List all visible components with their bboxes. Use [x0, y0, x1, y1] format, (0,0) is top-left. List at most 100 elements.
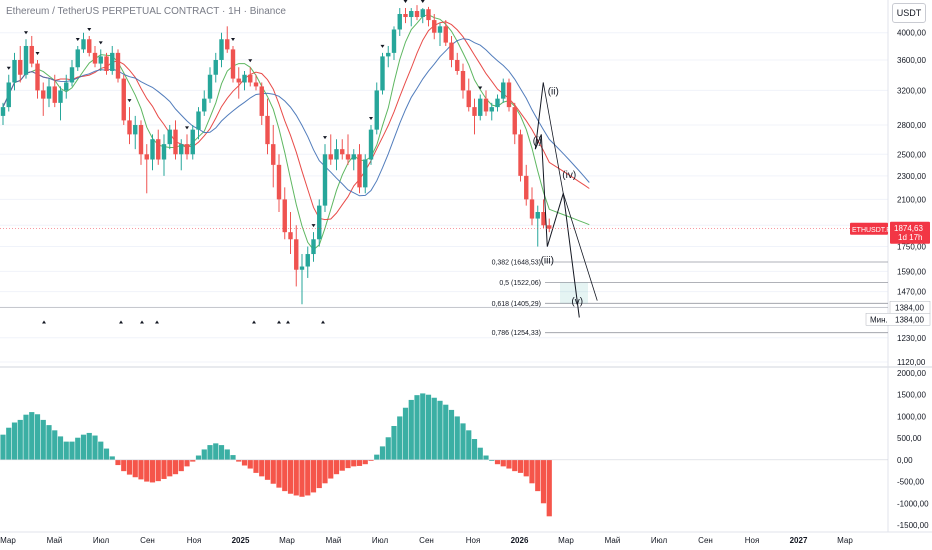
- candle-body: [460, 70, 466, 91]
- candle: [133, 115, 138, 150]
- candle: [299, 254, 305, 305]
- osc-bar: [379, 446, 386, 460]
- candle: [380, 52, 385, 95]
- candle-body: [64, 82, 69, 91]
- candle: [219, 32, 224, 68]
- candle: [271, 124, 276, 188]
- candle-body: [311, 239, 316, 255]
- pivot-low-marker: [42, 320, 46, 324]
- candle: [363, 154, 368, 194]
- osc-bar: [86, 432, 92, 460]
- osc-bar: [259, 459, 265, 477]
- time-tick-label: Май: [326, 536, 342, 545]
- candle: [294, 225, 299, 287]
- osc-bar: [69, 441, 75, 460]
- candle-body: [437, 26, 443, 33]
- wave-label-v: (v): [571, 296, 583, 307]
- oscillator-scale[interactable]: 2000,00 1500,00 1000,00 500,00 0,00 -500,00 -1…: [897, 369, 929, 530]
- fibonacci-levels[interactable]: 0,382 (1648,53) 0,5 (1522,06) 0,618 (1405,…: [0, 260, 888, 338]
- time-tick-label: Мар: [837, 536, 853, 545]
- candle: [127, 107, 132, 145]
- price-tick-label: 1590,00: [897, 267, 926, 276]
- osc-bar: [218, 445, 225, 460]
- price-tick-label: 2100,00: [897, 195, 926, 204]
- candle: [466, 78, 471, 112]
- candle: [409, 8, 414, 27]
- mid-ma-line: [2, 21, 590, 221]
- candle: [184, 134, 190, 160]
- fib-label: 0,618 (1405,29): [492, 301, 541, 308]
- candle-body: [242, 74, 247, 83]
- candle-body: [207, 74, 213, 99]
- osc-bar: [29, 412, 35, 460]
- time-tick-label: 2025: [232, 536, 250, 545]
- candle-body: [75, 49, 80, 68]
- candle-body: [23, 45, 29, 75]
- osc-bar: [132, 459, 138, 478]
- candle-body: [466, 90, 471, 108]
- candle-body: [455, 59, 460, 71]
- osc-bar: [443, 404, 449, 460]
- candle-body: [69, 67, 75, 83]
- candle-body: [133, 124, 138, 135]
- candle: [518, 129, 523, 182]
- candle-body: [506, 82, 512, 108]
- osc-bar: [408, 399, 414, 460]
- candle-body: [391, 29, 397, 53]
- candle: [374, 82, 379, 135]
- candle-body: [501, 82, 506, 99]
- osc-bar: [431, 397, 437, 460]
- candle: [35, 59, 40, 99]
- pivot-high-marker: [311, 224, 316, 228]
- candle-body: [248, 74, 253, 83]
- pivot-high-marker: [231, 37, 235, 41]
- elliott-wave-drawing[interactable]: (ii) (i) (iv) (iii) (v): [533, 82, 598, 318]
- osc-tick-label: 2000,00: [897, 369, 926, 378]
- pivot-low-marker: [140, 320, 144, 324]
- candle: [230, 45, 236, 83]
- candle: [225, 26, 230, 53]
- candle: [288, 212, 293, 255]
- osc-bar: [425, 394, 432, 460]
- candle-body: [294, 239, 299, 270]
- pivot-high-marker: [35, 51, 40, 55]
- candle: [328, 134, 333, 165]
- candle: [121, 74, 126, 125]
- candle-body: [35, 63, 40, 91]
- candle-body: [190, 129, 195, 155]
- candle-body: [334, 149, 339, 160]
- osc-bar: [414, 395, 420, 460]
- candle: [414, 5, 420, 21]
- candle-body: [12, 59, 17, 83]
- osc-bar: [57, 436, 64, 460]
- slow-ma-line: [2, 38, 590, 197]
- candle-body: [374, 90, 379, 130]
- currency-button[interactable]: USDT: [892, 3, 926, 23]
- candle-body: [156, 139, 161, 160]
- time-axis[interactable]: Мар Май Июл Сен Ноя 2025 Мар Май Июл Сен Ноя 2026 Ма…: [0, 536, 853, 545]
- osc-bar: [540, 459, 547, 504]
- oscillator-histogram: [0, 393, 888, 517]
- osc-bar: [63, 441, 69, 460]
- candle: [547, 218, 552, 233]
- price-scale[interactable]: 4000,00 3600,00 3200,00 2800,00 2500,00 2300,…: [0, 29, 931, 367]
- candle: [391, 26, 397, 60]
- candle: [541, 199, 546, 229]
- candle: [265, 98, 270, 155]
- osc-bar: [224, 449, 230, 460]
- candle-body: [179, 144, 184, 155]
- pivot-markers: [6, 0, 483, 324]
- fib-label: 0,5 (1522,06): [499, 280, 541, 287]
- osc-bar: [477, 447, 483, 460]
- candle-body: [524, 175, 529, 200]
- candle-body: [397, 14, 402, 30]
- candle: [6, 74, 11, 112]
- osc-tick-label: 0,00: [897, 456, 913, 465]
- osc-tick-label: -1500,00: [897, 521, 929, 530]
- osc-bar: [11, 422, 18, 460]
- osc-bar: [351, 459, 357, 467]
- candle-body: [167, 129, 172, 145]
- osc-bar: [489, 459, 495, 461]
- candle: [12, 52, 17, 91]
